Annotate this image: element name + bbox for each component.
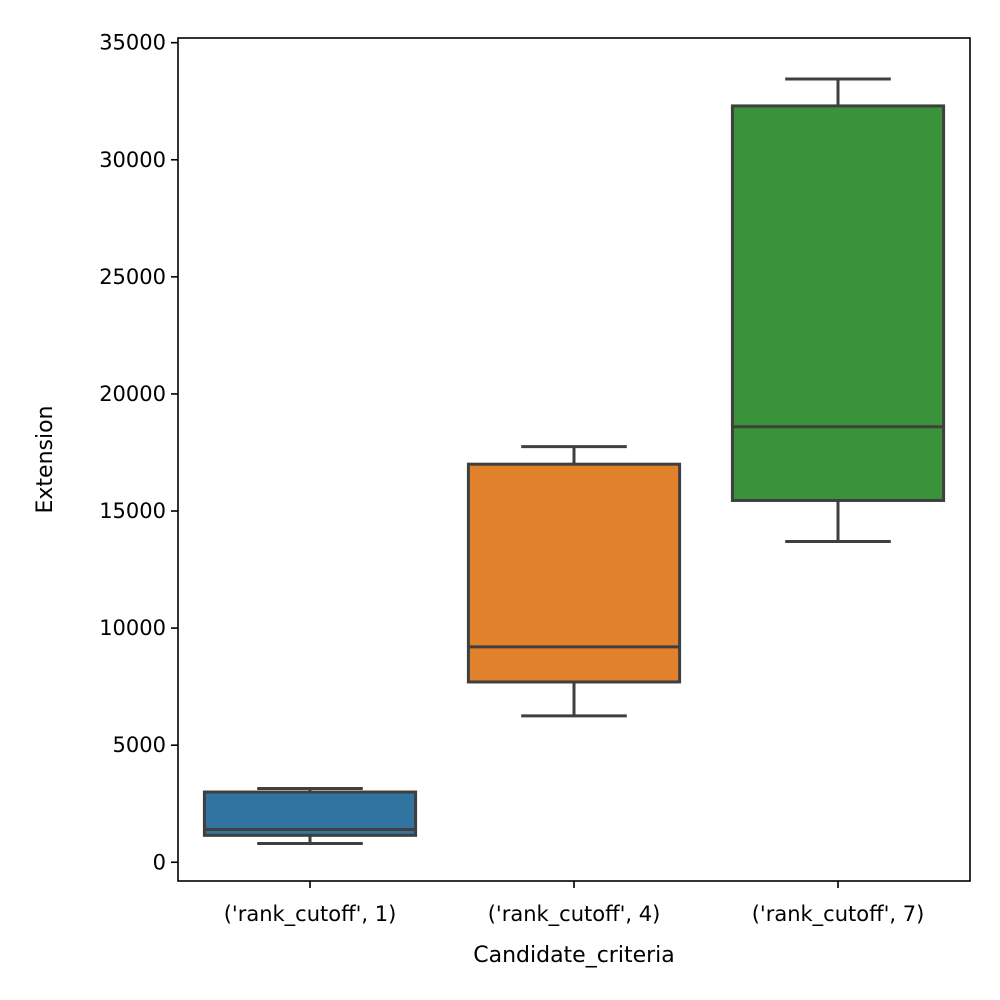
box-3 (730, 77, 946, 543)
x-axis-ticks: ('rank_cutoff', 1) ('rank_cutoff', 4) ('ra… (224, 881, 925, 927)
box-2 (466, 445, 682, 718)
y-tick-label: 35000 (99, 31, 166, 55)
x-tick-label: ('rank_cutoff', 1) (224, 902, 397, 927)
x-tick-label: ('rank_cutoff', 7) (752, 902, 925, 927)
y-tick-label: 0 (153, 850, 166, 874)
y-tick-label: 15000 (99, 499, 166, 523)
y-tick-label: 30000 (99, 148, 166, 172)
y-axis-ticks: 0 5000 10000 15000 20000 25000 30000 35000 (99, 31, 178, 874)
boxes-group (202, 77, 946, 846)
iqr-box (730, 104, 946, 502)
y-tick-label: 20000 (99, 382, 166, 406)
y-tick-label: 10000 (99, 616, 166, 640)
y-tick-label: 5000 (113, 733, 166, 757)
x-axis-label: Candidate_criteria (473, 943, 675, 968)
y-tick-label: 25000 (99, 265, 166, 289)
y-axis-label: Extension (33, 405, 58, 513)
iqr-box (466, 462, 682, 684)
plot-frame (177, 37, 971, 882)
box-1 (202, 787, 418, 846)
x-tick-label: ('rank_cutoff', 4) (488, 902, 661, 927)
